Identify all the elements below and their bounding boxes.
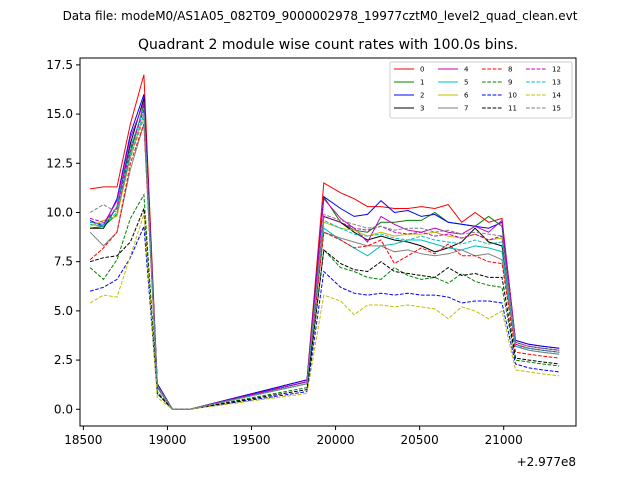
y-tick-label: 15.0 <box>46 107 73 121</box>
suptitle: Data file: modeM0/AS1A05_082T09_90000029… <box>63 9 578 23</box>
series-line-10 <box>89 226 560 410</box>
x-offset-label: +2.977e8 <box>517 455 576 469</box>
series-line-15 <box>89 117 560 410</box>
chart-title: Quadrant 2 module wise count rates with … <box>138 37 518 53</box>
legend-label-4: 4 <box>464 66 469 74</box>
plot-area: 18500 19000 19500 20000 20500 21000 0.0 2.5 5.0… <box>46 57 577 469</box>
legend-label-2: 2 <box>420 92 424 100</box>
y-tick-label: 7.5 <box>54 255 73 269</box>
y-tick-label: 10.0 <box>46 205 73 219</box>
plot-frame <box>79 57 577 427</box>
x-tick-label: 20000 <box>316 433 354 447</box>
y-tick-label: 2.5 <box>54 353 73 367</box>
x-tick-label: 18500 <box>64 433 102 447</box>
y-tick-label: 5.0 <box>54 304 73 318</box>
legend-label-10: 10 <box>508 92 517 100</box>
x-tick-label: 20500 <box>401 433 439 447</box>
legend-label-5: 5 <box>464 79 468 87</box>
legend-label-12: 12 <box>552 66 561 74</box>
series-group <box>89 74 560 410</box>
legend-label-14: 14 <box>552 92 561 100</box>
series-line-9 <box>89 193 560 410</box>
legend-label-1: 1 <box>420 79 424 87</box>
x-tick-label: 19500 <box>232 433 270 447</box>
x-tick-label: 21000 <box>485 433 523 447</box>
x-axis: 18500 19000 19500 20000 20500 21000 <box>64 426 523 447</box>
legend-label-15: 15 <box>552 105 561 113</box>
series-line-8 <box>89 123 560 410</box>
legend-label-6: 6 <box>464 92 469 100</box>
y-tick-label: 0.0 <box>54 402 73 416</box>
y-tick-label: 17.5 <box>46 58 73 72</box>
series-line-0 <box>90 74 560 410</box>
legend-label-9: 9 <box>508 79 512 87</box>
legend-label-7: 7 <box>464 105 468 113</box>
legend-label-3: 3 <box>420 105 424 113</box>
legend-label-13: 13 <box>552 79 561 87</box>
series-line-14 <box>89 214 560 410</box>
legend-label-8: 8 <box>508 66 512 74</box>
legend-frame <box>389 61 573 119</box>
legend-label-11: 11 <box>508 105 517 113</box>
legend-label-0: 0 <box>420 66 424 74</box>
plot-background <box>80 58 576 426</box>
x-tick-label: 19000 <box>148 433 186 447</box>
series-line-13 <box>90 113 560 410</box>
y-tick-label: 12.5 <box>46 156 73 170</box>
y-axis: 0.0 2.5 5.0 7.5 10.0 12.5 15.0 17.5 <box>46 58 80 416</box>
